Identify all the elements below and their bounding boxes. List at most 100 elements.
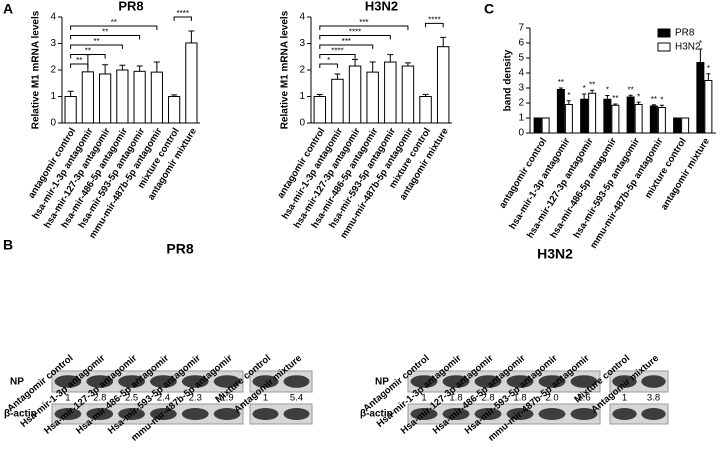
y-tick-label: 1 [299,91,305,102]
band-ratio: 2.8 [481,393,494,404]
error-bar [605,95,610,100]
significance-bracket [70,54,106,59]
error-bar [84,54,91,72]
bar [331,78,344,124]
blot-band [150,375,177,388]
error-bar [67,90,74,97]
y-tick-label: 4 [299,12,305,23]
significance-bracket [319,35,391,40]
blot-title: H3N2 [537,246,573,262]
error-bar [440,36,447,47]
band-ratio: 2.8 [93,393,106,404]
y-tick-label: 3 [50,38,56,49]
y-tick-label: 0 [299,118,305,129]
significance-bracket [319,63,338,68]
error-bar [651,104,656,106]
blot-band [612,408,637,420]
band-ratio: 1.8 [449,393,462,404]
significance-label: ** [76,56,82,65]
significance-label: * [699,39,702,48]
band-ratio: 1.8 [513,393,526,404]
band-ratio: 2.5 [125,393,138,404]
significance-label: ** [628,85,634,94]
panel-label: C [484,1,494,17]
bar [64,96,77,124]
significance-label: **** [428,16,440,25]
band-ratio: 2.0 [545,393,558,404]
blot-band [538,375,566,388]
band-ratio: 2.3 [189,393,202,404]
significance-bracket [70,44,123,49]
legend-label: PR8 [675,28,695,39]
y-tick-label: 1 [518,113,524,124]
significance-label: ** [612,94,618,103]
significance-label: **** [177,9,189,18]
blot-band [506,408,534,420]
blot-band [118,375,145,388]
significance-label: * [637,92,640,101]
significance-label: * [606,86,609,95]
significance-label: *** [342,37,351,46]
blot-band [86,375,114,388]
bar [533,117,542,134]
bar [313,96,327,124]
blot-band [641,375,666,388]
significance-label: * [327,56,330,65]
significance-label: ** [93,37,99,46]
blot-band [213,375,241,388]
blot-band [612,375,637,388]
bar [185,42,198,124]
significance-label: **** [331,47,343,56]
error-bar [659,104,664,108]
y-tick-label: 3 [299,38,305,49]
bar [401,65,415,124]
error-bar [352,58,359,67]
blot-band [213,408,241,420]
error-bar [613,103,618,106]
band-ratio: 1 [421,393,426,404]
significance-bracket [70,63,89,68]
y-tick-label: 2 [518,98,524,109]
error-bar [404,62,411,67]
blot-band [410,375,438,388]
error-bar [422,93,429,97]
error-bar [387,54,394,63]
blot-band [181,408,209,420]
blot-band [54,375,82,388]
bar [649,105,658,134]
blot-band [252,408,279,420]
blot-band [641,408,666,420]
error-bar [582,93,587,100]
blot-band [283,408,310,420]
significance-label: ** [651,95,657,104]
y-tick-label: 4 [50,12,56,23]
y-tick-label: 7 [518,23,524,34]
bar [99,73,112,124]
blot-title: PR8 [166,241,193,257]
bar [611,104,620,134]
y-tick-label: 1 [50,91,56,102]
error-bar [369,61,376,73]
error-bar [136,65,143,72]
significance-label: ** [589,80,595,89]
error-bar [334,73,341,80]
significance-label: * [660,95,663,104]
blot-band [538,408,566,420]
band-ratio: 1 [622,393,627,404]
significance-label: * [567,91,570,100]
blot-band [118,408,145,420]
blot-band [54,408,82,420]
significance-label: ** [85,47,91,56]
blot-band [474,408,502,420]
row-label: NP [375,377,389,388]
error-bar [558,87,563,90]
error-bar [316,93,323,97]
error-bar [171,94,178,97]
bar [696,62,705,134]
band-ratio: 2.4 [157,393,170,404]
significance-label: ** [558,78,564,87]
bar [541,117,550,134]
y-tick-label: 3 [518,83,524,94]
blot-band [506,375,534,388]
y-axis-title: Relative M1 mRNA levels [280,10,291,129]
